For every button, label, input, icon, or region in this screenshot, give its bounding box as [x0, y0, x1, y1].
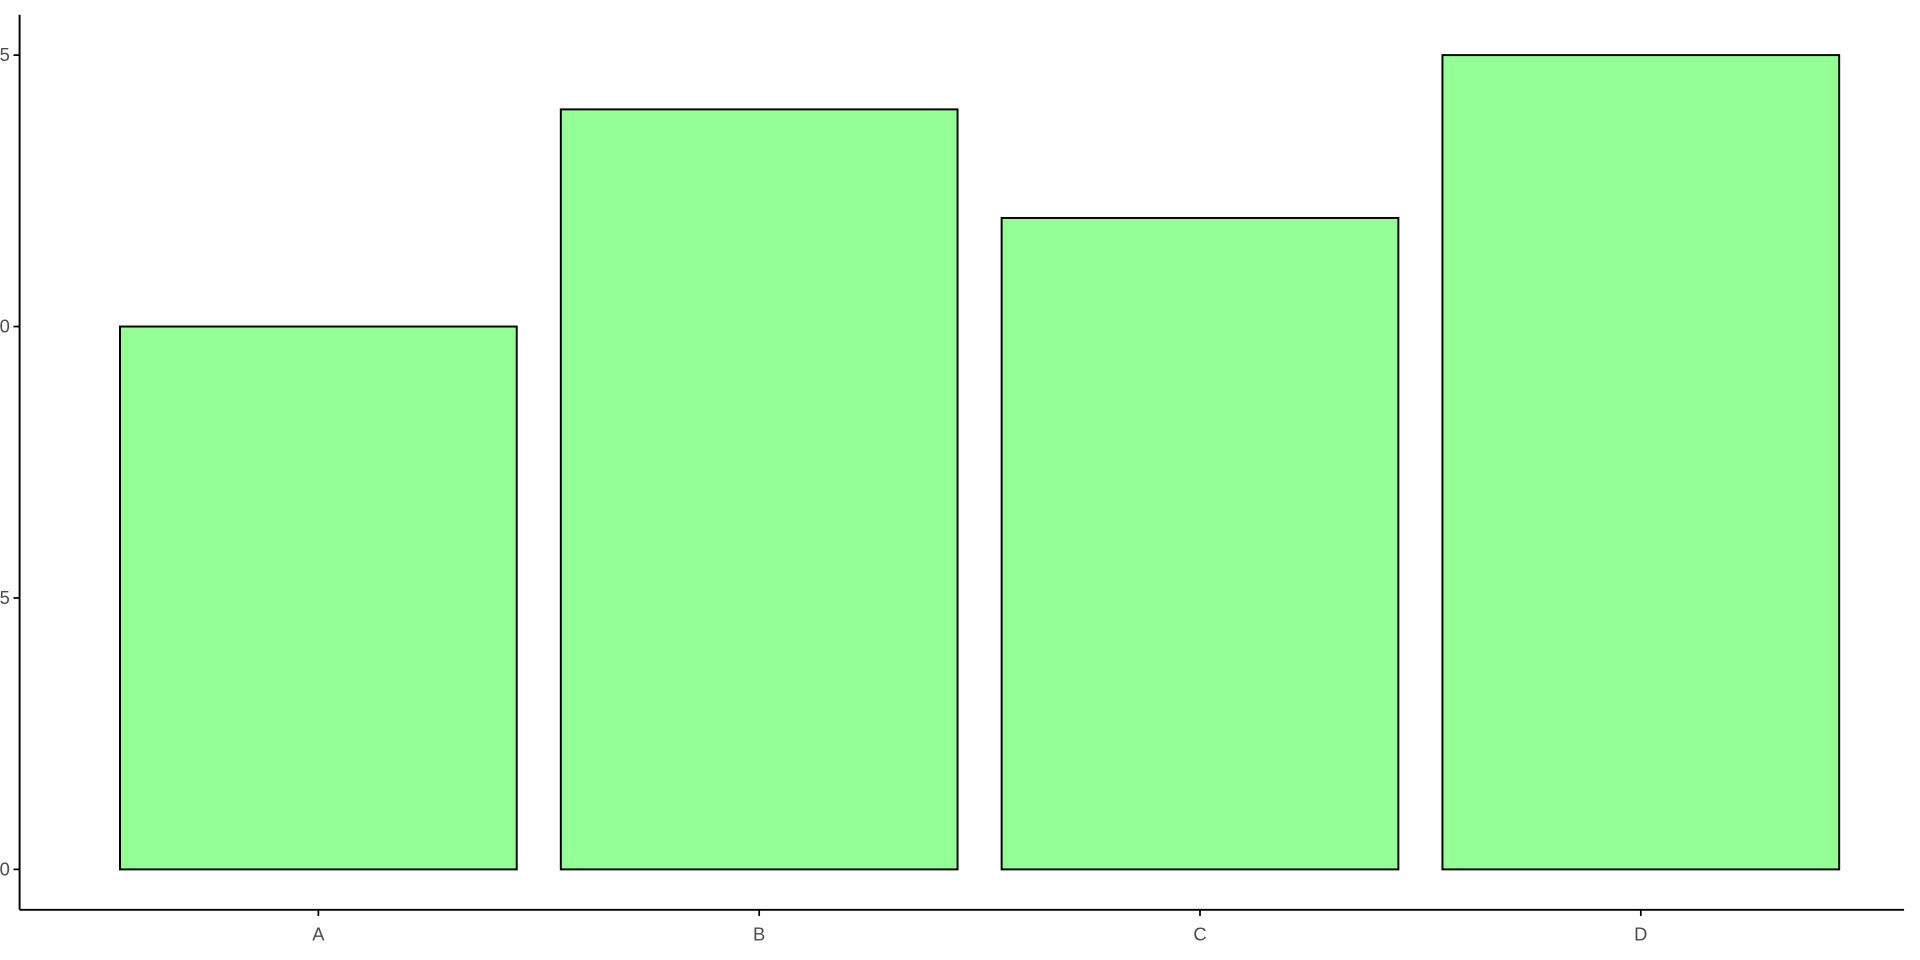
x-tick-label: D [1634, 923, 1647, 944]
bar-D [1441, 54, 1841, 871]
y-tick-label: 5 [0, 587, 10, 608]
y-ticks: 0 5 10 15 [0, 44, 20, 880]
bar-B [559, 108, 959, 871]
x-tick-label: C [1193, 923, 1206, 944]
x-ticks: A B C D [312, 909, 1647, 944]
x-tick-label: B [753, 923, 765, 944]
bar-C [1000, 216, 1400, 871]
bar-A [119, 325, 518, 871]
y-tick-label: 0 [0, 859, 10, 880]
bars [119, 54, 1841, 871]
x-tick-label: A [312, 923, 325, 944]
y-tick-label: 10 [0, 316, 10, 337]
y-tick-label: 15 [0, 44, 10, 65]
